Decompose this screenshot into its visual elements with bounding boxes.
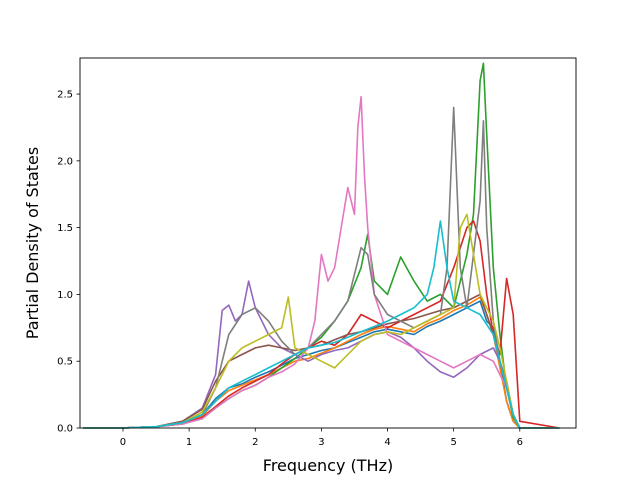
y-tick-label: 1.0 xyxy=(57,290,73,301)
x-tick-label: 5 xyxy=(450,437,456,448)
x-tick-label: 3 xyxy=(318,437,324,448)
y-tick-label: 2.0 xyxy=(57,156,73,167)
y-tick-label: 0.5 xyxy=(57,357,73,368)
series-line-10 xyxy=(83,220,560,429)
y-tick-label: 2.5 xyxy=(57,90,73,101)
x-tick-label: 4 xyxy=(384,437,390,448)
y-tick-label: 1.5 xyxy=(57,223,73,234)
x-axis: 0 1 2 3 4 5 6 xyxy=(120,428,523,448)
x-tick-label: 0 xyxy=(120,437,126,448)
x-tick-label: 6 xyxy=(517,437,523,448)
y-axis: 0.0 0.5 1.0 1.5 2.0 2.5 xyxy=(57,90,80,435)
y-axis-label: Partial Density of States xyxy=(23,147,42,339)
series-layer xyxy=(83,62,560,429)
x-axis-label: Frequency (THz) xyxy=(263,456,393,475)
series-line-5 xyxy=(83,280,560,429)
x-tick-label: 2 xyxy=(252,437,258,448)
series-line-8 xyxy=(83,106,560,429)
series-line-9 xyxy=(83,213,560,429)
series-line-7 xyxy=(83,95,560,429)
y-tick-label: 0.0 xyxy=(57,424,73,435)
x-tick-label: 1 xyxy=(186,437,192,448)
plot-frame xyxy=(79,57,577,429)
